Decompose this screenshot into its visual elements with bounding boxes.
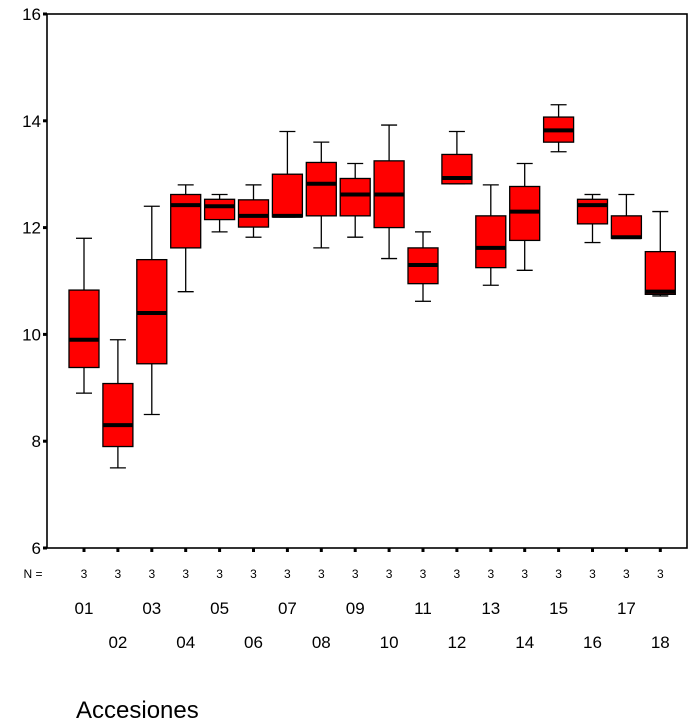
box-08 xyxy=(305,141,337,249)
x-axis: N = 3 01 3 02 3 03 3 04 3 05 3 06 3 07 3 08 3 09 3 10 3 11 3 12… xyxy=(23,548,670,652)
box-18 xyxy=(644,210,676,297)
iqr-box xyxy=(339,177,371,217)
x-category-label: 16 xyxy=(583,633,602,652)
n-count-label: N = xyxy=(23,567,42,581)
iqr-box xyxy=(271,173,304,218)
iqr-box xyxy=(305,161,337,217)
x-category-label: 06 xyxy=(244,633,263,652)
plot-frame xyxy=(46,13,688,549)
x-category-label: 05 xyxy=(210,599,229,618)
box-14 xyxy=(509,162,541,271)
x-category-label: 11 xyxy=(414,599,432,618)
box-10 xyxy=(373,124,405,260)
y-tick-label: 8 xyxy=(32,432,41,451)
n-count: 3 xyxy=(216,567,223,581)
iqr-box xyxy=(68,289,100,369)
box-03 xyxy=(136,205,168,416)
n-count: 3 xyxy=(386,567,393,581)
y-tick-label: 6 xyxy=(32,539,41,558)
n-count: 3 xyxy=(284,567,291,581)
x-category-label: 02 xyxy=(108,633,127,652)
box-11 xyxy=(407,231,439,302)
n-count: 3 xyxy=(250,567,257,581)
box-04 xyxy=(170,184,202,293)
x-category-label: 09 xyxy=(346,599,365,618)
iqr-box xyxy=(610,215,643,239)
y-axis: 6 8 10 12 14 16 xyxy=(22,5,47,558)
n-count: 3 xyxy=(352,567,359,581)
iqr-box xyxy=(576,198,609,225)
x-category-label: 12 xyxy=(447,633,466,652)
n-count: 3 xyxy=(81,567,88,581)
y-tick-label: 12 xyxy=(22,219,41,238)
n-count: 3 xyxy=(555,567,562,581)
x-category-label: 14 xyxy=(515,633,534,652)
x-category-label: 07 xyxy=(278,599,297,618)
x-category-label: 13 xyxy=(481,599,500,618)
box-02 xyxy=(102,339,134,469)
x-axis-title: Accesiones xyxy=(76,697,199,721)
x-category-label: 08 xyxy=(312,633,331,652)
box-07 xyxy=(271,130,304,218)
y-tick-label: 16 xyxy=(22,5,41,24)
box-17 xyxy=(610,193,643,240)
n-count: 3 xyxy=(657,567,664,581)
n-count: 3 xyxy=(521,567,528,581)
box-12 xyxy=(441,130,473,185)
box-05 xyxy=(203,193,236,233)
n-count: 3 xyxy=(487,567,494,581)
y-tick-label: 14 xyxy=(22,112,41,131)
x-category-label: 03 xyxy=(142,599,161,618)
box-15 xyxy=(542,104,575,153)
n-count: 3 xyxy=(454,567,461,581)
n-count: 3 xyxy=(420,567,427,581)
n-count: 3 xyxy=(318,567,325,581)
iqr-box xyxy=(203,198,236,221)
iqr-box xyxy=(102,382,134,448)
x-category-label: 04 xyxy=(176,633,195,652)
n-count: 3 xyxy=(589,567,596,581)
x-category-label: 18 xyxy=(651,633,670,652)
x-category-label: 17 xyxy=(617,599,636,618)
x-category-label: 01 xyxy=(75,599,94,618)
iqr-box xyxy=(170,193,202,249)
x-category-label: 10 xyxy=(380,633,399,652)
n-count: 3 xyxy=(623,567,630,581)
n-count: 3 xyxy=(182,567,189,581)
boxes-layer xyxy=(68,104,676,469)
box-09 xyxy=(339,162,371,238)
n-count: 3 xyxy=(115,567,122,581)
box-16 xyxy=(576,193,609,244)
box-06 xyxy=(237,184,270,238)
iqr-box xyxy=(644,250,676,296)
iqr-box xyxy=(237,199,270,228)
x-category-label: 15 xyxy=(549,599,568,618)
y-tick-label: 10 xyxy=(22,325,41,344)
box-13 xyxy=(475,184,507,286)
box-01 xyxy=(68,237,100,394)
iqr-box xyxy=(475,215,507,269)
n-count: 3 xyxy=(148,567,155,581)
